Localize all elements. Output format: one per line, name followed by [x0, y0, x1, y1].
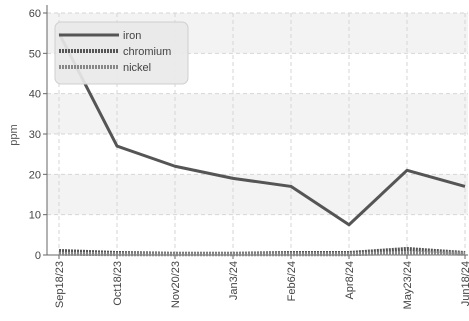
y-tick-label: 0 [35, 250, 41, 262]
y-tick-label: 30 [29, 129, 41, 141]
y-tick-label: 40 [29, 89, 41, 101]
y-axis-title: ppm [8, 124, 20, 145]
x-tick-label: Oct18/23 [112, 261, 124, 306]
series-lines [57, 32, 466, 257]
legend-label-iron: iron [123, 30, 141, 42]
axes: 0 10 20 30 40 50 60 Sep18/23 Oct18/23 Nov20/23 Jan… [29, 5, 469, 309]
x-tick-label: Sep18/23 [54, 261, 66, 308]
gridlines [47, 12, 468, 255]
legend-box [54, 21, 189, 85]
y-tick-label: 60 [29, 8, 41, 20]
x-tick-label: Nov20/23 [170, 261, 182, 308]
legend-label-chromium: chromium [123, 46, 171, 58]
series-line-iron[interactable] [57, 32, 466, 227]
x-tick-label: Jan3/24 [228, 261, 240, 300]
x-tick-label: Jun18/24 [460, 261, 469, 306]
legend-label-nickel: nickel [123, 62, 151, 74]
legend[interactable]: iron chromium nickel [54, 21, 189, 85]
y-tick-label: 20 [29, 169, 41, 181]
x-tick-label: May23/24 [402, 261, 414, 309]
plot-band [47, 93, 468, 134]
y-tick-label: 10 [29, 210, 41, 222]
y-tick-label: 50 [29, 48, 41, 60]
series-line-nickel[interactable] [58, 250, 466, 257]
x-tick-label: Feb6/24 [286, 261, 298, 301]
x-tick-label: Apr8/24 [344, 261, 356, 300]
